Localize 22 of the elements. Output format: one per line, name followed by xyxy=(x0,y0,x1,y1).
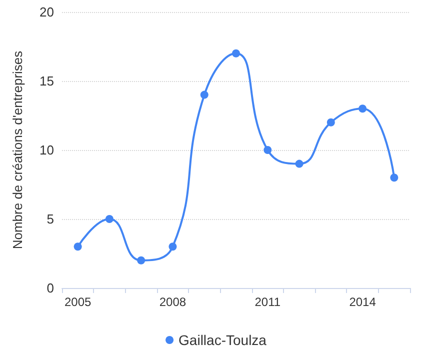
point xyxy=(232,49,240,58)
point xyxy=(200,90,208,99)
y-tick-label: 10 xyxy=(40,142,54,158)
y-tick-label: 15 xyxy=(40,74,54,88)
point xyxy=(137,256,146,264)
point xyxy=(295,160,304,168)
x-tick-label: 2008 xyxy=(159,295,186,309)
y-tick-label: 0 xyxy=(46,280,54,296)
point xyxy=(74,242,82,251)
point xyxy=(105,215,114,223)
point xyxy=(264,146,272,154)
y-axis-title: Nombre de créations d'entreprises xyxy=(10,50,25,250)
point xyxy=(326,118,335,126)
point xyxy=(358,104,367,113)
x-tick-label: 2014 xyxy=(349,295,376,309)
x-tick-label: 2011 xyxy=(254,295,281,309)
legend-label: Gaillac-Toulza xyxy=(178,332,267,348)
point xyxy=(390,174,398,182)
point xyxy=(168,242,177,251)
y-tick-label: 5 xyxy=(46,212,54,226)
x-tick-label: 2005 xyxy=(64,295,92,309)
y-tick-label: 20 xyxy=(40,4,54,20)
